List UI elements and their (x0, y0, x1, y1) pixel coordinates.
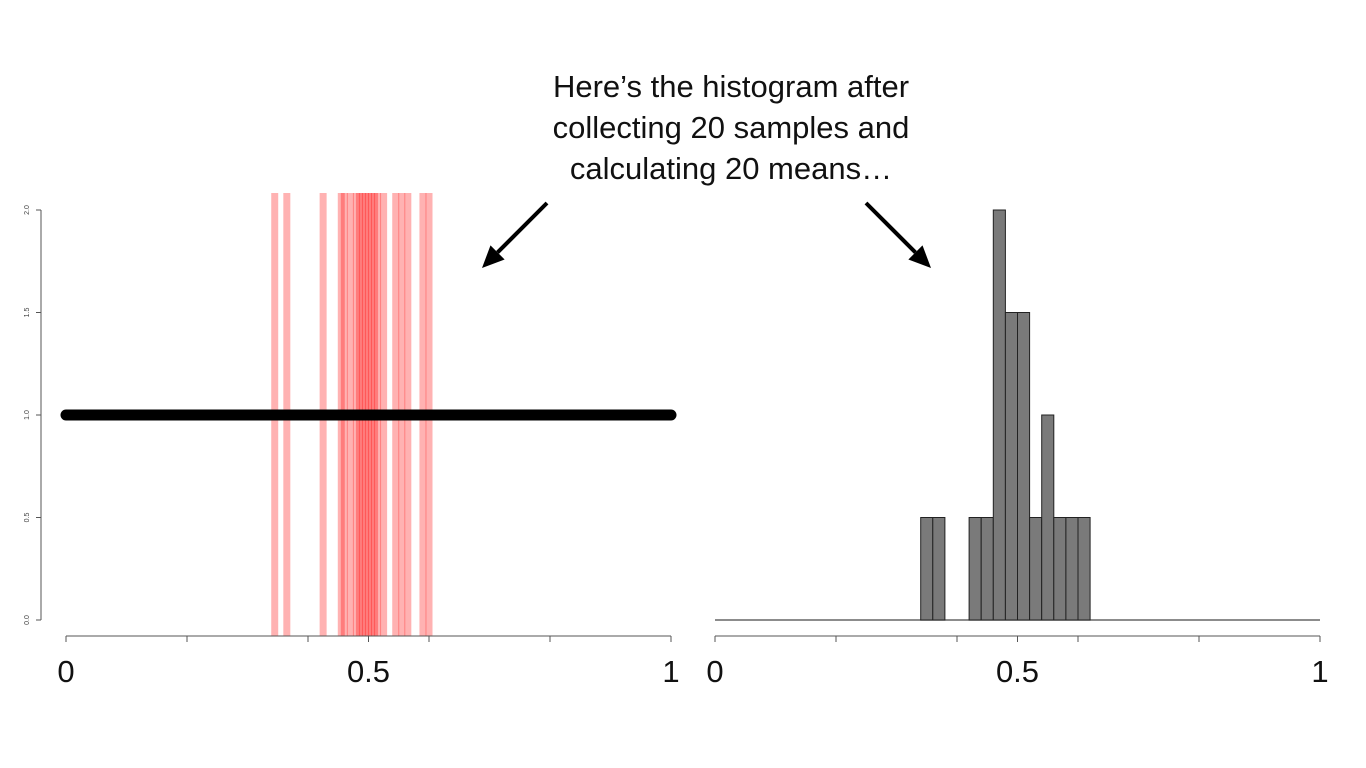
x-tick-label: 0 (706, 654, 723, 689)
y-tick-label: 2.0 (24, 205, 31, 215)
y-tick-label: 0.5 (24, 513, 31, 523)
histogram-bar (1017, 312, 1031, 621)
histogram-bar (1077, 517, 1091, 621)
y-tick-label: 1.0 (24, 410, 31, 420)
x-tick-label: 0 (57, 654, 74, 689)
x-tick-label: 1 (662, 654, 679, 689)
arrow-right-shaft (864, 201, 917, 254)
annotation-line-1: Here’s the histogram after (552, 69, 910, 104)
annotation-text: Here’s the histogram after collecting 20… (466, 66, 996, 189)
histogram-bar (932, 517, 946, 621)
arrow-left-head (482, 245, 505, 268)
histogram-bar (1041, 414, 1055, 621)
histogram-bar (992, 209, 1006, 621)
annotation-arrows (482, 201, 931, 268)
arrow-right-head (908, 245, 931, 268)
x-tick-label: 0.5 (347, 654, 390, 689)
histogram-bar (980, 517, 994, 621)
histogram-bar (1053, 517, 1067, 621)
annotation-line-3: calculating 20 means… (569, 151, 893, 186)
x-tick-label: 0.5 (996, 654, 1039, 689)
y-tick-label: 0.0 (24, 615, 31, 625)
histogram-bar (1065, 517, 1079, 621)
left-chart: 0.0 0.5 1.0 1.5 2.0 0 0.5 1 (24, 193, 680, 689)
x-tick-label: 1 (1311, 654, 1328, 689)
histogram-bar (968, 517, 982, 621)
histogram-bar (1029, 517, 1043, 621)
arrow-left-shaft (496, 201, 549, 254)
right-chart: 0 0.5 1 (706, 209, 1329, 689)
histogram-bar (1004, 312, 1019, 621)
annotation-line-2: collecting 20 samples and (552, 110, 910, 145)
y-tick-label: 1.5 (24, 308, 31, 318)
histogram-bar (920, 517, 934, 621)
